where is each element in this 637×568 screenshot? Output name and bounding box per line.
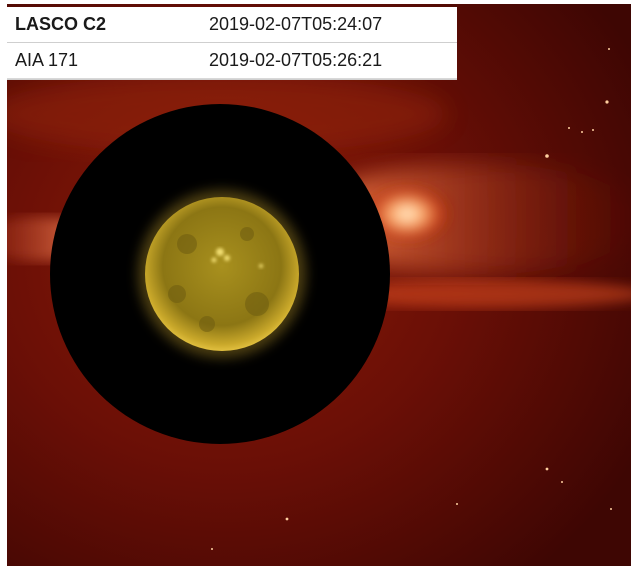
layer-row-lasco-c2[interactable]: LASCO C2 2019-02-07T05:24:07 <box>7 7 457 43</box>
image-viewer[interactable] <box>7 4 631 566</box>
sun-texture <box>168 227 269 332</box>
active-region <box>211 248 263 268</box>
cme-bright-region <box>362 184 452 244</box>
layer-row-aia-171[interactable]: AIA 171 2019-02-07T05:26:21 <box>7 42 457 79</box>
sun-disk <box>145 197 299 351</box>
layer-name: LASCO C2 <box>7 7 201 43</box>
solar-composite-image <box>7 4 631 566</box>
layer-timestamp-table: LASCO C2 2019-02-07T05:24:07 AIA 171 201… <box>7 7 457 79</box>
layer-name: AIA 171 <box>7 42 201 79</box>
right-ray <box>327 280 631 308</box>
layer-timestamp: 2019-02-07T05:24:07 <box>201 7 457 43</box>
background-stars <box>211 48 612 550</box>
layer-timestamp: 2019-02-07T05:26:21 <box>201 42 457 79</box>
